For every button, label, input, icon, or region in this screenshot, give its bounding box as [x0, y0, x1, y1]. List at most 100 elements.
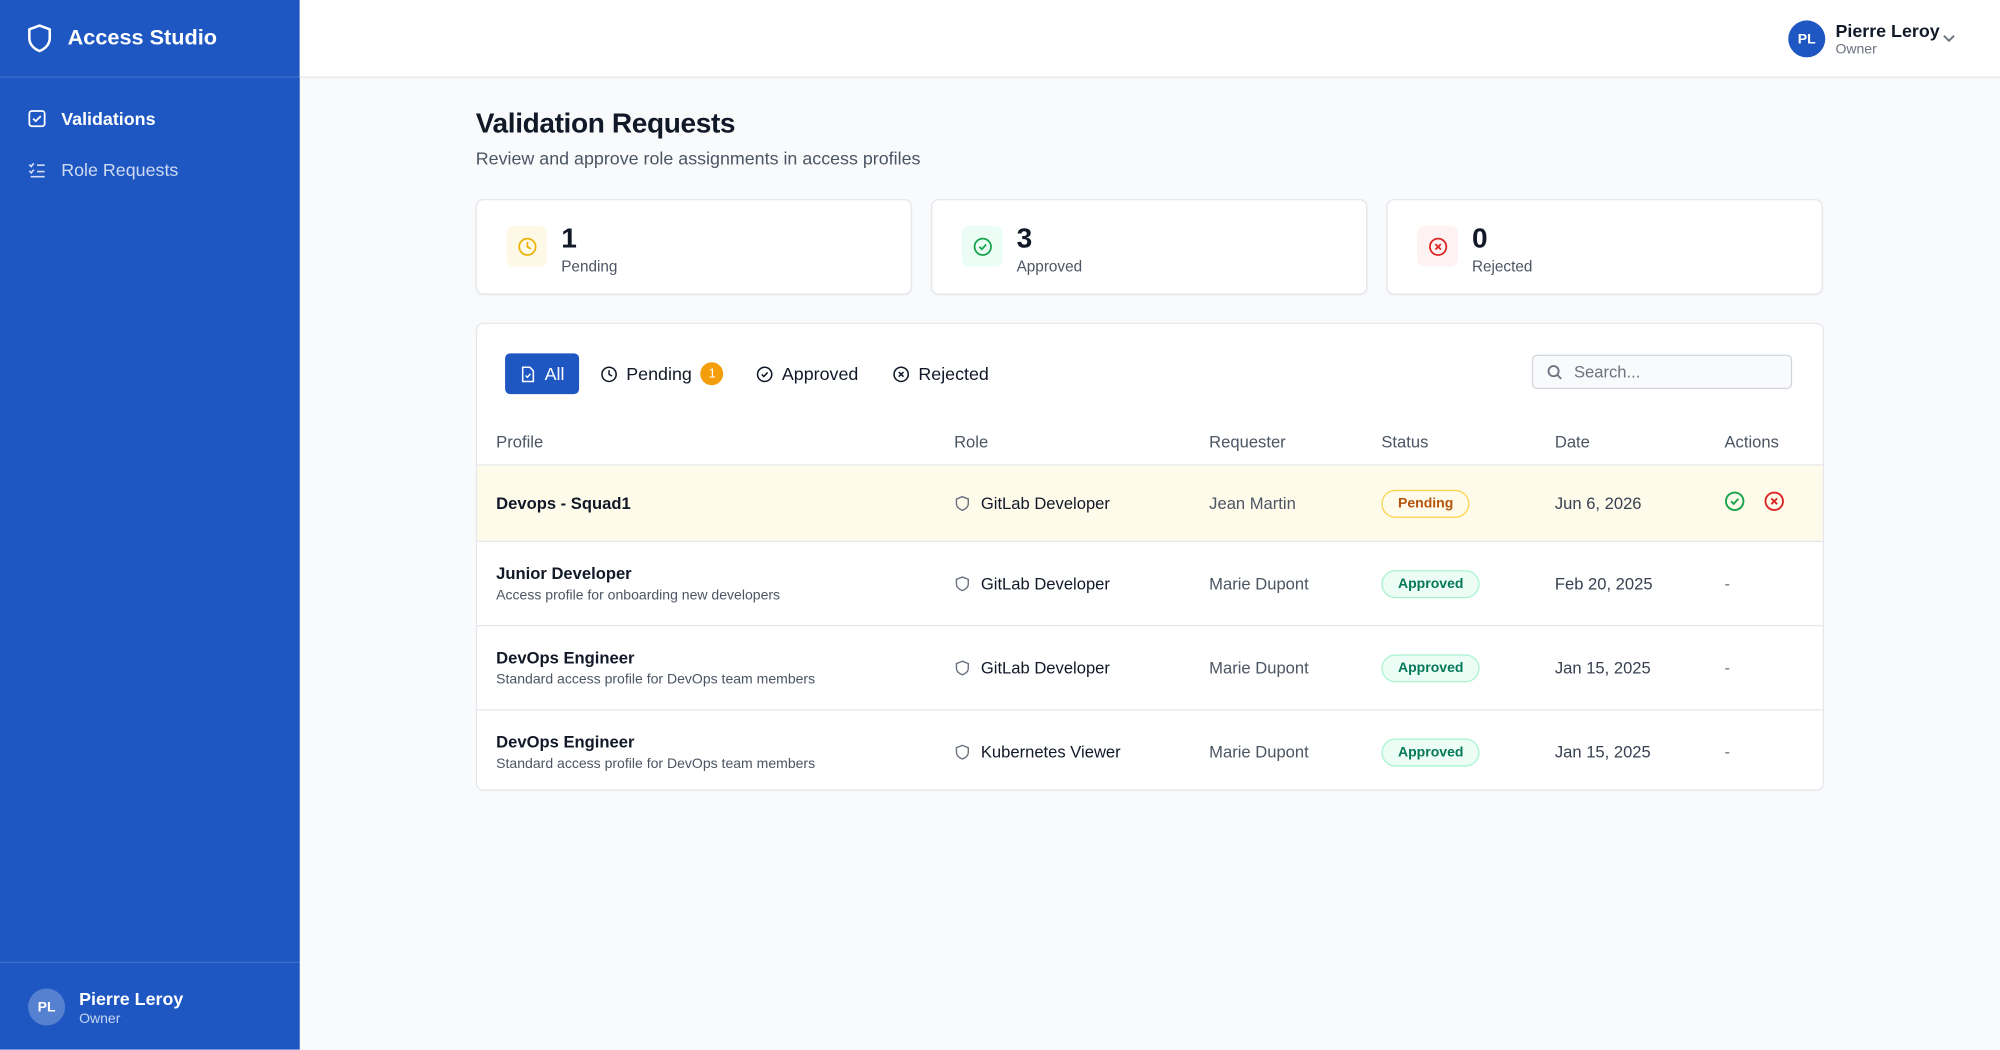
avatar: PL [28, 988, 66, 1026]
table-row: Junior Developer Access profile for onboa… [477, 542, 1823, 627]
icon [955, 660, 970, 676]
column-header: Date [1554, 432, 1590, 452]
sidebar-user[interactable]: PL Pierre Leroy Owner [0, 961, 300, 1050]
actions: - [1724, 742, 1822, 762]
actions-empty: - [1724, 742, 1731, 762]
tab[interactable]: Approved [742, 353, 872, 394]
nav-label: Validations [61, 108, 156, 129]
tab[interactable]: Rejected [879, 353, 1003, 394]
role-name: Kubernetes Viewer [980, 742, 1121, 762]
user-menu[interactable]: PL Pierre Leroy Owner [1788, 20, 1967, 58]
table-row: Devops - Squad1 GitLab Developer Jean Mart… [477, 465, 1823, 543]
tab-label: Pending [626, 363, 692, 384]
stat-card: 3 Approved [931, 198, 1368, 295]
profile-description: Standard access profile for DevOps team … [496, 672, 816, 688]
top-bar: PL Pierre Leroy Owner [299, 0, 2000, 78]
stat-label: Rejected [1471, 257, 1533, 276]
requester: Jean Martin [1209, 493, 1296, 513]
tab[interactable]: Pending 1 [587, 353, 738, 394]
nav-icon [28, 162, 45, 178]
stat-label: Approved [1016, 257, 1083, 276]
icon [521, 365, 535, 382]
icon [1764, 491, 1784, 511]
profile-description: Access profile for onboarding new develo… [496, 588, 781, 604]
user-role: Owner [79, 1011, 121, 1027]
role-cell: Kubernetes Viewer [954, 742, 1209, 761]
icon [955, 576, 970, 592]
page-title: Validation Requests [475, 107, 736, 140]
search-box[interactable]: Search... [1531, 354, 1793, 390]
stat-card: 1 Pending [475, 198, 912, 295]
search-placeholder: Search... [1573, 362, 1641, 382]
column-header: Status [1381, 432, 1429, 452]
date: Jan 15, 2025 [1554, 658, 1651, 678]
stat-label: Pending [561, 257, 618, 276]
profile-name: DevOps Engineer [496, 647, 635, 668]
icon [973, 237, 992, 256]
user-name: Pierre Leroy [1835, 20, 1940, 41]
search-icon [1547, 364, 1562, 379]
profile-cell: Devops - Squad1 [496, 494, 954, 513]
chevron [1943, 35, 1955, 43]
column-header: Requester [1209, 432, 1286, 452]
icon [955, 495, 970, 512]
status-cell: Approved [1381, 569, 1554, 598]
profile-description: Standard access profile for DevOps team … [496, 756, 816, 772]
stat-icon [961, 225, 1003, 267]
table-header: Profile Role Requester Status Date Actions [477, 420, 1823, 466]
nav-item[interactable]: Validations [28, 106, 156, 132]
reject-button[interactable] [1764, 491, 1784, 515]
actions: - [1724, 658, 1822, 678]
tab-label: Approved [781, 363, 859, 384]
status-pill: Approved [1381, 569, 1481, 598]
icon [517, 237, 536, 256]
actions [1724, 491, 1822, 515]
nav-icon [28, 110, 46, 128]
icon [955, 744, 970, 760]
tab-label: Rejected [918, 363, 989, 384]
role-cell: GitLab Developer [954, 658, 1209, 677]
column-header: Role [954, 432, 989, 452]
column-header: Actions [1724, 432, 1779, 452]
tab[interactable]: All [505, 353, 579, 395]
stat-value: 0 [1471, 221, 1488, 254]
role-name: GitLab Developer [980, 658, 1110, 678]
brand-icon [28, 24, 52, 53]
icon [756, 365, 773, 382]
profile-cell: Junior Developer Access profile for onboa… [496, 564, 954, 604]
profile-name: DevOps Engineer [496, 732, 635, 752]
role-cell: GitLab Developer [954, 574, 1209, 593]
role-name: GitLab Developer [980, 573, 1110, 594]
actions-empty: - [1724, 658, 1731, 678]
date: Jun 6, 2026 [1554, 493, 1642, 513]
brand-bar: Access Studio [0, 0, 300, 78]
requester: Marie Dupont [1209, 658, 1309, 678]
profile-name: Junior Developer [496, 563, 632, 583]
profile-name: Devops - Squad1 [496, 493, 631, 513]
actions-empty: - [1724, 573, 1731, 594]
brand-name: Access Studio [67, 25, 218, 50]
table-row: DevOps Engineer Standard access profile f… [477, 626, 1823, 711]
requester: Marie Dupont [1209, 573, 1309, 594]
tab-badge: 1 [700, 362, 724, 386]
stat-value: 3 [1016, 221, 1033, 254]
icon [601, 365, 617, 382]
table-row: DevOps Engineer Standard access profile f… [477, 710, 1823, 789]
status-pill: Approved [1381, 653, 1481, 682]
icon [893, 365, 910, 382]
profile-cell: DevOps Engineer Standard access profile f… [496, 732, 954, 772]
profile-cell: DevOps Engineer Standard access profile f… [496, 648, 954, 688]
date: Feb 20, 2025 [1554, 573, 1653, 594]
tab-label: All [544, 363, 565, 384]
requester: Marie Dupont [1209, 742, 1309, 762]
status-cell: Approved [1381, 737, 1554, 766]
role-cell: GitLab Developer [954, 494, 1209, 513]
column-header: Profile [496, 432, 544, 452]
avatar: PL [1788, 20, 1826, 58]
nav-item[interactable]: Role Requests [28, 157, 178, 183]
role-name: GitLab Developer [980, 493, 1110, 513]
status-pill: Approved [1381, 737, 1481, 766]
actions: - [1724, 573, 1822, 594]
approve-button[interactable] [1724, 491, 1745, 515]
